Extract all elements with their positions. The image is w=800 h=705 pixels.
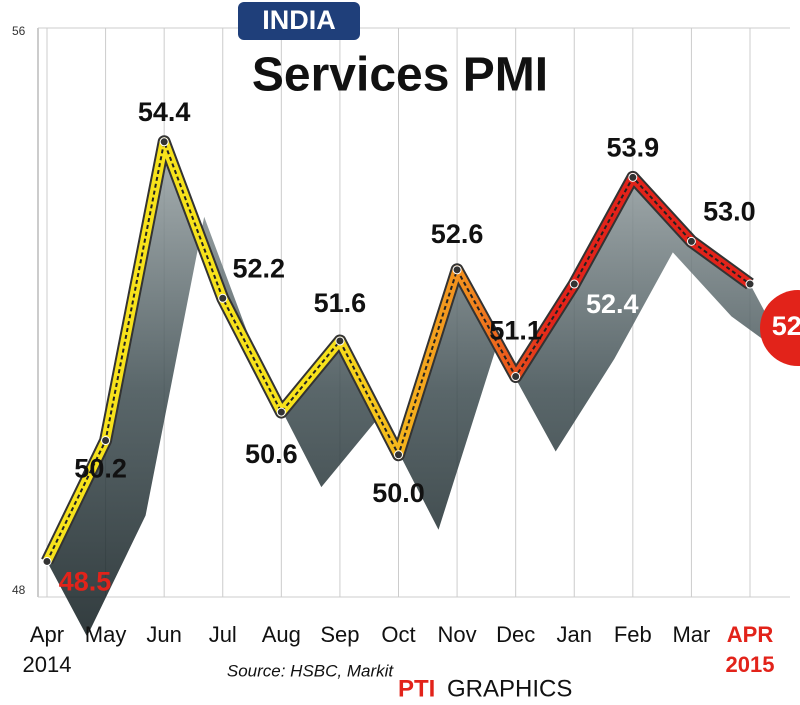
x-tick-label: Jan — [557, 622, 592, 647]
kicker-box — [238, 2, 360, 40]
point — [159, 137, 169, 147]
y-tick-label: 48 — [12, 583, 26, 597]
data-label: 51.6 — [314, 288, 367, 318]
x-tick-label: Sep — [320, 622, 359, 647]
point — [569, 279, 579, 289]
point — [42, 556, 52, 566]
highlight-circle — [760, 290, 800, 367]
ribbon — [47, 141, 790, 637]
x-tick-label: May — [85, 622, 127, 647]
point — [218, 293, 228, 303]
year-label: 2015 — [726, 652, 775, 677]
point — [628, 172, 638, 182]
chart-title: Services PMI — [252, 49, 548, 102]
brand-suffix: GRAPHICS — [447, 675, 572, 702]
point — [452, 265, 462, 275]
data-label: 52.4 — [772, 311, 800, 341]
data-label: 50.6 — [245, 439, 298, 469]
point — [511, 372, 521, 382]
point — [335, 336, 345, 346]
source: Source: HSBC, Markit — [227, 661, 395, 680]
point — [686, 236, 696, 246]
year-label: 2014 — [23, 652, 72, 677]
data-label: 53.0 — [703, 197, 756, 227]
x-tick-label: Aug — [262, 622, 301, 647]
point — [745, 279, 755, 289]
data-label: 53.9 — [607, 132, 660, 162]
point — [101, 436, 111, 446]
x-tick-label: Oct — [381, 622, 415, 647]
data-label: 52.6 — [431, 219, 484, 249]
data-label: 50.2 — [74, 454, 127, 484]
x-tick-label: Jun — [146, 622, 181, 647]
brand: PTI — [398, 675, 435, 702]
data-label: 52.2 — [232, 253, 285, 283]
x-tick-label: Apr — [30, 622, 64, 647]
x-tick-label: Feb — [614, 622, 652, 647]
y-tick-label: 56 — [12, 24, 26, 38]
data-label: 54.4 — [138, 97, 191, 127]
kicker: INDIA — [262, 5, 336, 35]
x-tick-label: Nov — [438, 622, 477, 647]
x-tick-label: APR — [727, 622, 774, 647]
data-label: 50.0 — [372, 478, 425, 508]
x-tick-label: Dec — [496, 622, 535, 647]
x-tick-label: Mar — [672, 622, 710, 647]
x-tick-label: Jul — [209, 622, 237, 647]
data-label: 51.1 — [489, 316, 542, 346]
ribbon-shadow — [47, 141, 790, 637]
point — [394, 450, 403, 460]
data-label: 48.5 — [59, 567, 112, 597]
point — [276, 407, 286, 417]
data-label: 52.4 — [586, 289, 639, 319]
